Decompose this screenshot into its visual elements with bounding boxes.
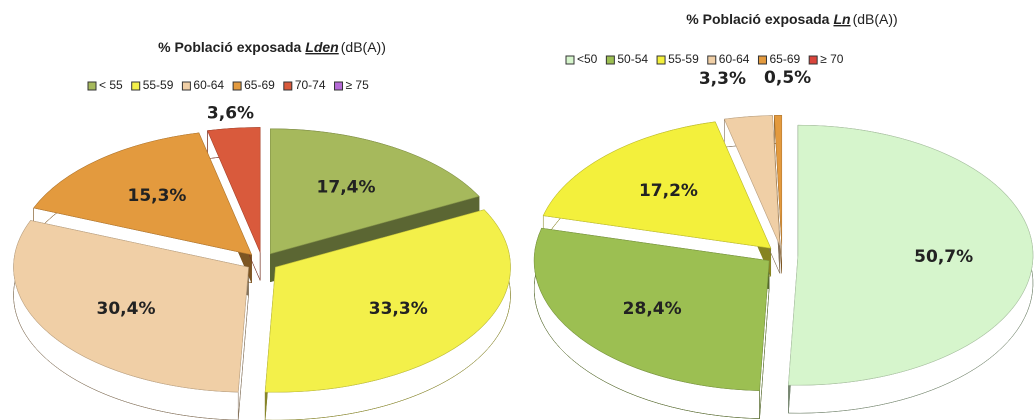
data-label: 3,6% xyxy=(207,103,254,123)
slice xyxy=(723,115,781,246)
legend-swatch xyxy=(87,81,97,91)
legend-label: 55-59 xyxy=(143,78,174,92)
legend-label: 60-64 xyxy=(719,52,750,66)
slice xyxy=(774,115,783,246)
data-label: 17,4% xyxy=(317,178,376,198)
pie-chart: % Població exposada Ln (dB(A)) <50 50-54 55-5… xyxy=(533,11,1034,419)
data-label: 50,7% xyxy=(914,247,973,267)
slice xyxy=(264,209,511,393)
title-part: (dB(A)) xyxy=(341,39,386,55)
slice-labels: 50,7% 28,4% 17,2% 3,3% 0,5% xyxy=(623,68,973,319)
legend-label: 55-59 xyxy=(668,52,699,66)
slice xyxy=(207,127,261,253)
legend-label: 65-69 xyxy=(244,78,275,92)
title-part: (dB(A)) xyxy=(853,11,898,27)
data-label: 15,3% xyxy=(127,186,186,206)
slice xyxy=(270,128,480,255)
legend-swatch xyxy=(656,55,666,65)
legend-swatch xyxy=(605,55,615,65)
legend-label: < 55 xyxy=(99,78,123,92)
data-label: 17,2% xyxy=(639,181,698,201)
slice xyxy=(788,124,1034,386)
slice-tops xyxy=(533,115,1034,391)
slice xyxy=(13,220,249,393)
slice xyxy=(33,132,253,256)
legend-swatch xyxy=(808,55,818,65)
slice xyxy=(533,227,770,391)
legend-label: 70-74 xyxy=(295,78,326,92)
slice xyxy=(542,121,772,249)
legend-label: 65-69 xyxy=(769,52,800,66)
data-label: 33,3% xyxy=(369,299,428,319)
legend-swatch xyxy=(757,55,767,65)
data-label: 28,4% xyxy=(623,299,682,319)
legend-label: ≥ 70 xyxy=(820,52,844,66)
legend-swatch xyxy=(283,81,293,91)
legend-swatch xyxy=(181,81,191,91)
chart-title: % Població exposada Lden (dB(A)) xyxy=(158,39,386,55)
chart-title: % Població exposada Ln (dB(A)) xyxy=(686,11,897,27)
legend-swatch xyxy=(707,55,717,65)
legend-swatch xyxy=(131,81,141,91)
data-label: 30,4% xyxy=(97,299,156,319)
slice-tops xyxy=(13,127,511,393)
legend-label: ≥ 75 xyxy=(346,78,370,92)
legend-label: 50-54 xyxy=(617,52,648,66)
title-part: % Població exposada xyxy=(158,39,301,55)
data-label: 3,3% xyxy=(699,69,746,89)
legend-swatch xyxy=(565,55,575,65)
title-part: % Població exposada xyxy=(686,11,829,27)
pie-chart: % Població exposada Lden (dB(A)) < 55 55-59 6… xyxy=(13,39,511,420)
slice-labels: 17,4% 33,3% 30,4% 15,3% 3,6% xyxy=(97,103,428,319)
legend-label: <50 xyxy=(577,52,598,66)
legend-label: 60-64 xyxy=(193,78,224,92)
title-part: Lden xyxy=(305,39,338,55)
title-part: Ln xyxy=(833,11,850,27)
legend-swatch xyxy=(232,81,242,91)
data-label: 0,5% xyxy=(764,68,811,88)
legend-swatch xyxy=(334,81,344,91)
